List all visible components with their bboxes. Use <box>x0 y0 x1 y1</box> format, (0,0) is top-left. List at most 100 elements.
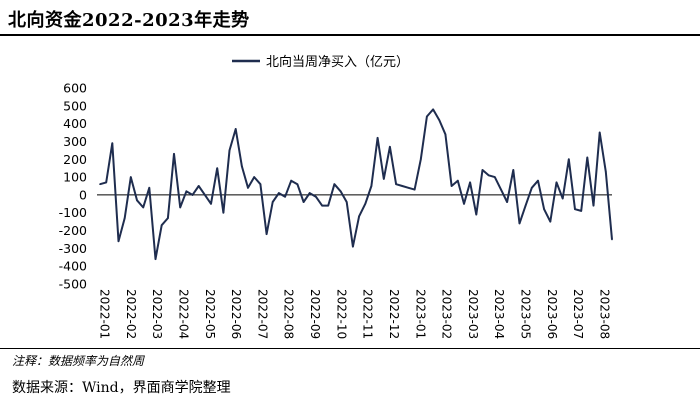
data-point <box>191 194 194 196</box>
title-underline <box>0 34 700 36</box>
data-point <box>420 158 422 161</box>
data-point <box>99 183 101 185</box>
data-point <box>321 204 323 207</box>
data-point <box>302 201 305 203</box>
data-point <box>506 201 508 203</box>
data-point <box>611 238 613 241</box>
data-point <box>531 187 533 189</box>
data-point <box>370 185 373 187</box>
y-tick-label: -300 <box>59 241 87 256</box>
data-point <box>383 178 385 180</box>
series-line <box>99 108 613 261</box>
x-tick-label: 2022-06 <box>229 289 243 339</box>
data-point <box>457 179 459 182</box>
data-point <box>216 167 218 169</box>
data-point <box>333 183 336 185</box>
x-tick-label: 2022-01 <box>98 289 112 339</box>
x-tick-label: 2023-07 <box>571 289 585 339</box>
y-tick-label: -400 <box>59 259 87 274</box>
x-axis: 2022-01 2022-02 2022-03 2022-04 2022-05 2022-… <box>98 289 612 339</box>
data-point <box>179 206 181 209</box>
data-point <box>315 195 317 198</box>
footer-divider <box>0 348 700 349</box>
x-tick-label: 2023-02 <box>440 289 454 339</box>
legend: 北向当周净买入（亿元） <box>232 54 409 70</box>
data-point <box>494 176 496 178</box>
data-point <box>185 190 188 193</box>
data-point <box>598 131 601 134</box>
data-point <box>197 185 200 187</box>
data-point <box>210 203 212 205</box>
y-tick-label: -500 <box>59 277 87 292</box>
data-points <box>99 108 613 260</box>
data-point <box>481 169 484 171</box>
data-point <box>253 176 255 178</box>
y-axis: 600 500 400 300 200 100 0 -100 -200 -300 -400 -500 <box>59 81 87 292</box>
y-tick-label: 300 <box>63 134 87 149</box>
data-point <box>438 119 441 121</box>
data-point <box>389 146 391 148</box>
data-point <box>296 183 299 185</box>
x-tick-label: 2022-04 <box>176 289 190 339</box>
data-point <box>580 210 582 212</box>
x-tick-label: 2022-05 <box>203 289 217 339</box>
data-point <box>426 115 428 118</box>
data-point <box>561 197 564 200</box>
data-point <box>500 188 502 191</box>
data-point <box>432 108 434 111</box>
data-point <box>136 199 138 202</box>
data-point <box>167 217 169 219</box>
data-point <box>173 153 175 155</box>
data-point <box>345 201 348 203</box>
x-tick-label: 2023-01 <box>413 289 427 339</box>
x-tick-label: 2022-12 <box>387 289 401 339</box>
data-point <box>376 137 379 139</box>
y-tick-label: 200 <box>63 152 87 167</box>
data-point <box>463 203 465 205</box>
data-point <box>592 204 595 207</box>
x-tick-label: 2022-03 <box>150 289 164 339</box>
data-point <box>568 158 570 161</box>
data-point <box>308 192 311 194</box>
x-tick-label: 2022-07 <box>255 289 269 339</box>
data-point <box>487 174 490 177</box>
data-point <box>395 183 397 185</box>
x-tick-label: 2023-04 <box>492 289 506 339</box>
data-point <box>339 190 342 193</box>
data-point <box>444 133 447 136</box>
data-point <box>574 208 576 210</box>
data-point <box>117 240 120 242</box>
data-point <box>271 201 274 203</box>
x-tick-label: 2023-03 <box>466 289 480 339</box>
y-tick-label: 400 <box>63 116 87 131</box>
x-tick-label: 2022-02 <box>124 289 138 339</box>
x-tick-label: 2023-06 <box>545 289 559 339</box>
page-title: 北向资金2022-2023年走势 <box>8 10 250 31</box>
data-point <box>160 224 163 226</box>
data-point <box>475 213 478 216</box>
x-tick-label: 2023-05 <box>519 289 533 339</box>
data-point <box>407 187 410 189</box>
data-point <box>265 233 268 235</box>
data-point <box>259 183 262 185</box>
data-point <box>413 188 416 191</box>
data-point <box>123 217 126 219</box>
y-tick-label: 600 <box>63 81 87 96</box>
data-point <box>204 194 206 196</box>
data-point <box>247 187 249 189</box>
data-point <box>364 203 367 205</box>
data-point <box>524 204 527 207</box>
data-point <box>327 204 330 207</box>
data-point <box>148 187 151 189</box>
data-point <box>518 222 521 225</box>
y-tick-label: 100 <box>63 170 87 185</box>
data-point <box>234 128 237 130</box>
data-point <box>278 192 280 194</box>
x-tick-label: 2022-08 <box>282 289 296 339</box>
data-point <box>543 208 545 210</box>
x-tick-label: 2023-08 <box>598 289 612 339</box>
data-point <box>154 258 157 260</box>
data-point <box>228 149 231 152</box>
data-point <box>105 181 107 184</box>
data-point <box>401 185 404 187</box>
